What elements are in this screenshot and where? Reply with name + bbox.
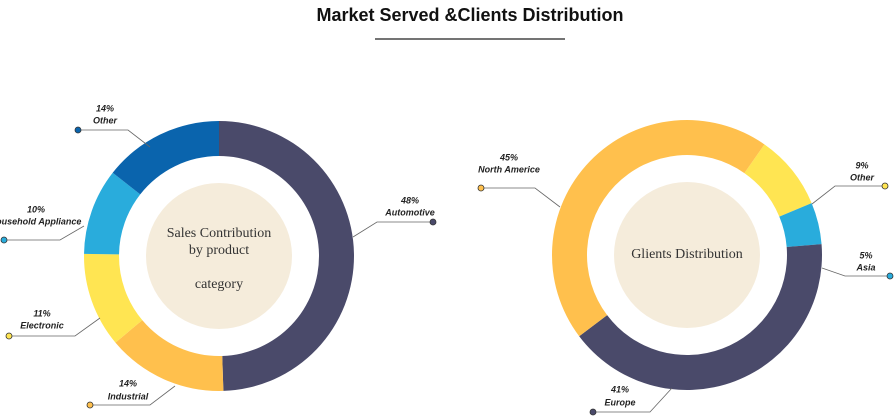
value-label: 14% [96, 103, 114, 113]
center-text: Sales Contribution [167, 226, 272, 241]
category-label: Industrial [108, 391, 149, 401]
leader-dot [589, 408, 597, 416]
value-label: 9% [855, 160, 868, 170]
center-text: category [195, 277, 243, 292]
donut-segment [219, 121, 354, 391]
value-label: 41% [610, 384, 629, 394]
category-label: Automotive [384, 207, 435, 217]
center-disc [614, 182, 760, 328]
center-disc [146, 183, 292, 329]
donut-segment [115, 320, 224, 391]
donut-segment [579, 244, 823, 390]
donut-segment [84, 253, 143, 343]
value-label: 14% [119, 378, 137, 388]
leader-dot [881, 182, 889, 190]
leader-line [90, 385, 176, 406]
leader-line [78, 129, 151, 148]
leader-dot [886, 272, 894, 280]
leader-line [4, 225, 85, 241]
value-label: 45% [499, 152, 518, 162]
category-label: North Americe [478, 164, 540, 174]
leader-line [811, 185, 885, 205]
donut-segment [779, 203, 822, 247]
leader-dot [5, 332, 13, 340]
center-text: by product [189, 243, 249, 258]
leader-line [352, 221, 433, 238]
value-label: 5% [859, 250, 872, 260]
category-label: Electronic [20, 320, 64, 330]
value-label: 48% [400, 195, 419, 205]
leader-line [481, 187, 561, 208]
center-text: Glients Distribution [631, 247, 743, 262]
category-label: household Appliance [0, 216, 81, 226]
donut-segment [112, 120, 219, 195]
chart-title: Market Served &Clients Distribution [316, 5, 623, 25]
value-label: 11% [33, 308, 50, 318]
category-label: Asia [855, 262, 875, 272]
value-label: 10% [27, 204, 45, 214]
donut-segment [744, 144, 812, 217]
leader-dot [429, 218, 437, 226]
leader-dot [74, 126, 82, 134]
category-label: Other [850, 172, 875, 182]
leader-line [821, 267, 890, 277]
donut-segment [552, 120, 765, 337]
leader-dot [86, 401, 94, 409]
leader-line [593, 387, 673, 413]
leader-dot [0, 236, 8, 244]
leader-line [9, 317, 101, 337]
category-label: Other [93, 115, 118, 125]
leader-dot [477, 184, 485, 192]
category-label: Europe [604, 397, 635, 407]
donut-segment [84, 172, 141, 255]
